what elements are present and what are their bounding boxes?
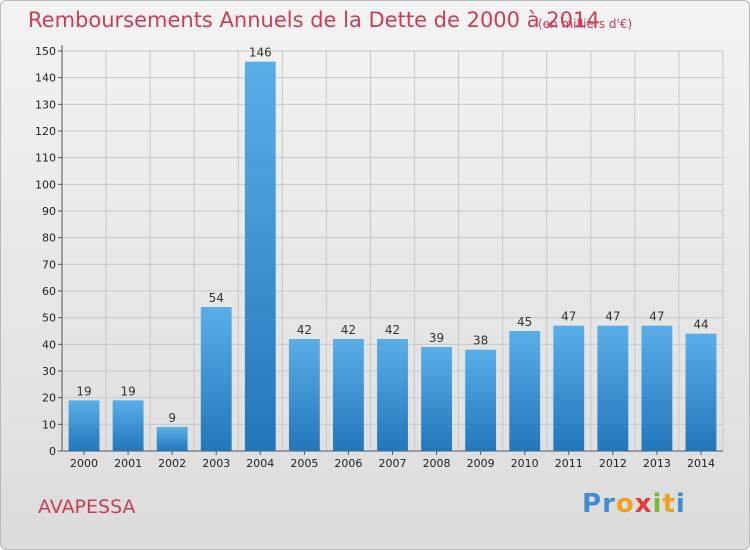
y-tick-label: 30 [42, 365, 56, 378]
x-tick-label-2014: 2014 [687, 457, 715, 470]
x-tick-label-2009: 2009 [467, 457, 495, 470]
value-label-2011: 47 [561, 310, 576, 324]
x-tick-label-2001: 2001 [114, 457, 142, 470]
value-label-2009: 38 [473, 334, 488, 348]
unit-note: (en milliers d'€) [538, 17, 633, 31]
x-tick-label-2013: 2013 [643, 457, 671, 470]
bar-2013 [641, 325, 673, 451]
y-tick-label: 110 [35, 152, 56, 165]
value-labels: 19 19 9 54 146 42 42 42 39 38 45 47 47 47 44 [76, 46, 708, 425]
y-tick-label: 40 [42, 338, 56, 351]
bar-2001 [112, 400, 144, 451]
value-label-2012: 47 [605, 310, 620, 324]
bar-2006 [333, 339, 364, 451]
y-tick-label: 20 [42, 392, 56, 405]
value-label-2014: 44 [693, 318, 708, 332]
value-label-2003: 54 [209, 291, 224, 305]
x-tick-label-2012: 2012 [599, 457, 627, 470]
bar-2000 [68, 400, 100, 451]
y-tick-label: 130 [35, 98, 56, 111]
bar-2004 [244, 61, 276, 452]
value-label-2007: 42 [385, 323, 400, 337]
y-tick-label: 10 [42, 418, 56, 431]
bar-2009 [465, 349, 497, 451]
bar-2010 [509, 331, 541, 451]
x-tick-label-2011: 2011 [555, 457, 583, 470]
value-label-2010: 45 [517, 315, 532, 329]
x-tick-label-2002: 2002 [158, 457, 186, 470]
value-label-2008: 39 [429, 331, 444, 345]
chart-title: Remboursements Annuels de la Dette de 20… [28, 8, 600, 32]
value-label-2002: 9 [168, 411, 176, 425]
y-tick-label: 140 [35, 72, 56, 85]
value-label-2004: 146 [249, 46, 272, 60]
bar-2003 [200, 307, 232, 451]
x-tick-label-2007: 2007 [379, 457, 407, 470]
y-tick-label: 90 [42, 205, 56, 218]
bar-2007 [377, 339, 408, 451]
x-tick-label-2006: 2006 [334, 457, 362, 470]
value-label-2000: 19 [76, 384, 91, 398]
y-tick-label: 60 [42, 285, 56, 298]
x-tick-label-2000: 2000 [70, 457, 98, 470]
proxiti-logo: Proxiti [582, 489, 686, 519]
y-tick-label: 50 [42, 312, 56, 325]
y-tick-label: 150 [35, 45, 56, 58]
bars [68, 61, 717, 452]
x-tick-label-2004: 2004 [246, 457, 274, 470]
value-label-2005: 42 [297, 323, 312, 337]
bar-2005 [288, 339, 320, 451]
bar-2012 [597, 325, 629, 451]
y-tick-label: 0 [49, 445, 56, 458]
x-tick-label-2003: 2003 [202, 457, 230, 470]
y-tick-label: 100 [35, 178, 56, 191]
value-label-2006: 42 [341, 323, 356, 337]
bar-2008 [421, 347, 452, 451]
y-tick-label: 120 [35, 125, 56, 138]
value-label-2013: 47 [649, 310, 664, 324]
bar-2011 [553, 325, 585, 451]
commune-name: AVAPESSA [38, 496, 136, 518]
x-tick-label-2010: 2010 [511, 457, 539, 470]
y-tick-label: 70 [42, 258, 56, 271]
bar-2002 [156, 427, 188, 451]
value-label-2001: 19 [120, 384, 135, 398]
x-tick-label-2005: 2005 [290, 457, 318, 470]
x-tick-label-2008: 2008 [423, 457, 451, 470]
bar-2014 [685, 333, 717, 451]
y-tick-label: 80 [42, 232, 56, 245]
